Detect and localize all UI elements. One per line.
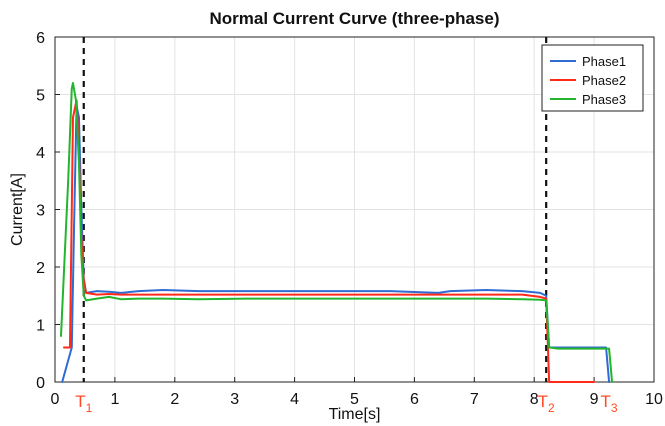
y-tick-label: 3 [36, 203, 45, 220]
legend-label-phase1: Phase1 [582, 54, 626, 69]
x-tick-label: 5 [350, 391, 359, 408]
x-tick-label: 1 [110, 391, 119, 408]
x-tick-label: 6 [410, 391, 419, 408]
y-tick-label: 2 [36, 260, 45, 277]
legend-label-phase3: Phase3 [582, 92, 626, 107]
vertical-marker-label: T3 [601, 392, 618, 415]
y-tick-label: 4 [36, 145, 45, 162]
series-phase3-line [59, 82, 614, 383]
x-tick-label: 7 [470, 391, 479, 408]
x-axis-label: Time[s] [329, 406, 381, 423]
y-tick-label: 0 [36, 375, 45, 392]
x-tick-label: 0 [51, 391, 60, 408]
x-tick-label: 3 [230, 391, 239, 408]
vertical-marker-subscript: 2 [548, 401, 555, 415]
vertical-marker-subscript: 1 [86, 401, 93, 415]
vertical-marker-label: T1 [75, 392, 92, 415]
y-axis-label: Current[A] [9, 173, 26, 246]
x-tick-label: 10 [645, 391, 663, 408]
x-tick-label: 4 [290, 391, 299, 408]
y-tick-label: 1 [36, 318, 45, 335]
legend: Phase1 Phase2 Phase3 [541, 44, 644, 112]
y-tick-label: 5 [36, 88, 45, 105]
y-tick-label: 6 [36, 30, 45, 47]
x-tick-label: 9 [590, 391, 599, 408]
legend-label-phase2: Phase2 [582, 73, 626, 88]
vertical-marker-subscript: 3 [611, 401, 618, 415]
x-tick-label: 2 [170, 391, 179, 408]
vertical-marker-label: T2 [538, 392, 555, 415]
chart-title: Normal Current Curve (three-phase) [209, 9, 499, 28]
x-tick-label: 8 [530, 391, 539, 408]
